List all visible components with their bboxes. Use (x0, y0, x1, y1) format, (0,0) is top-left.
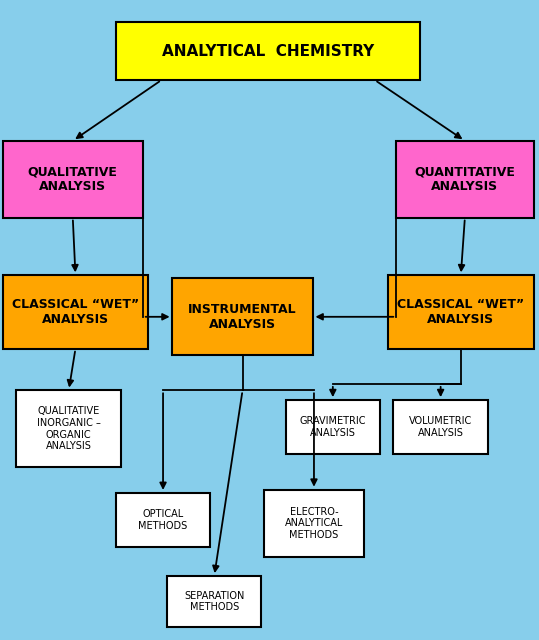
FancyBboxPatch shape (3, 141, 143, 218)
FancyBboxPatch shape (286, 400, 380, 454)
FancyBboxPatch shape (167, 576, 261, 627)
Text: CLASSICAL “WET”
ANALYSIS: CLASSICAL “WET” ANALYSIS (397, 298, 524, 326)
Text: INSTRUMENTAL
ANALYSIS: INSTRUMENTAL ANALYSIS (188, 303, 297, 331)
FancyBboxPatch shape (116, 22, 420, 80)
Text: VOLUMETRIC
ANALYSIS: VOLUMETRIC ANALYSIS (409, 417, 472, 438)
Text: QUANTITATIVE
ANALYSIS: QUANTITATIVE ANALYSIS (414, 165, 515, 193)
FancyBboxPatch shape (172, 278, 313, 355)
Text: ANALYTICAL  CHEMISTRY: ANALYTICAL CHEMISTRY (162, 44, 374, 59)
Text: GRAVIMETRIC
ANALYSIS: GRAVIMETRIC ANALYSIS (300, 417, 366, 438)
FancyBboxPatch shape (264, 490, 364, 557)
FancyBboxPatch shape (396, 141, 534, 218)
Text: CLASSICAL “WET”
ANALYSIS: CLASSICAL “WET” ANALYSIS (12, 298, 139, 326)
Text: QUALITATIVE
ANALYSIS: QUALITATIVE ANALYSIS (28, 165, 118, 193)
Text: SEPARATION
METHODS: SEPARATION METHODS (184, 591, 245, 612)
Text: QUALITATIVE
INORGANIC –
ORGANIC
ANALYSIS: QUALITATIVE INORGANIC – ORGANIC ANALYSIS (37, 406, 101, 451)
FancyBboxPatch shape (116, 493, 210, 547)
Text: OPTICAL
METHODS: OPTICAL METHODS (139, 509, 188, 531)
Text: ELECTRO-
ANALYTICAL
METHODS: ELECTRO- ANALYTICAL METHODS (285, 507, 343, 540)
FancyBboxPatch shape (16, 390, 121, 467)
FancyBboxPatch shape (393, 400, 488, 454)
FancyBboxPatch shape (3, 275, 148, 349)
FancyBboxPatch shape (388, 275, 534, 349)
